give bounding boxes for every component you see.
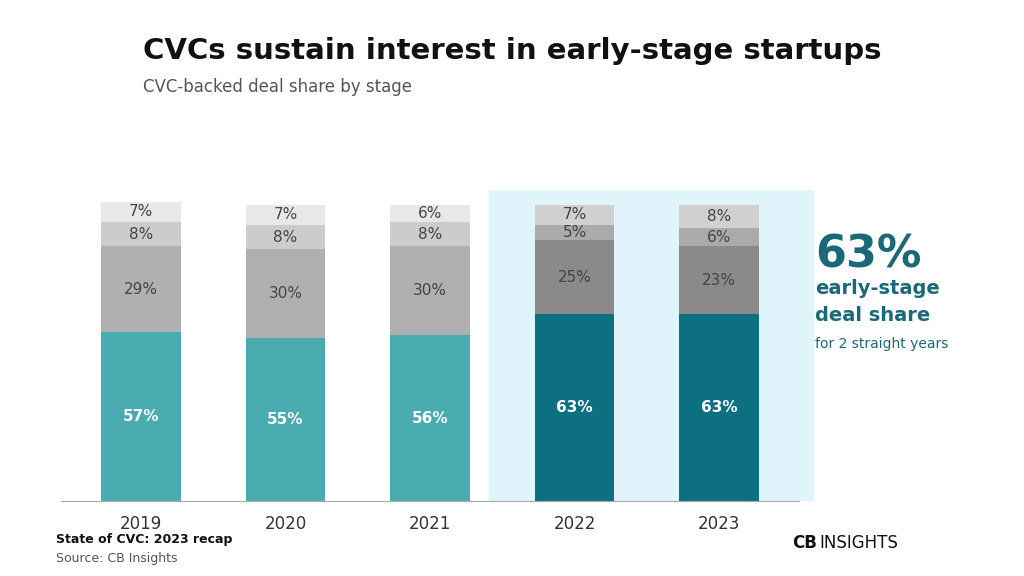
Text: 8%: 8% — [273, 230, 298, 245]
Bar — [680, 228, 759, 246]
Text: 6%: 6% — [418, 206, 442, 221]
Bar — [488, 190, 814, 501]
Bar — [246, 249, 326, 338]
Text: 8%: 8% — [708, 209, 731, 224]
Bar — [101, 332, 180, 501]
Text: 56%: 56% — [412, 411, 449, 426]
Bar — [761, 547, 770, 557]
Text: 8%: 8% — [129, 227, 153, 242]
Bar — [535, 204, 614, 225]
Bar — [65, 59, 88, 81]
Text: CVC-backed deal share by stage: CVC-backed deal share by stage — [143, 78, 413, 96]
Text: 63%: 63% — [815, 233, 922, 276]
Text: deal share: deal share — [815, 306, 931, 325]
Text: 30%: 30% — [268, 286, 302, 301]
Bar — [390, 335, 470, 501]
Bar — [101, 222, 180, 246]
Bar — [246, 225, 326, 249]
Text: 57%: 57% — [123, 409, 159, 424]
Text: early-stage: early-stage — [815, 279, 940, 298]
Text: 6%: 6% — [707, 230, 731, 245]
Bar — [774, 533, 783, 543]
Text: for 2 straight years: for 2 straight years — [815, 337, 948, 351]
Bar — [535, 225, 614, 240]
Text: 7%: 7% — [562, 207, 587, 222]
Bar — [535, 240, 614, 314]
Bar — [761, 533, 770, 543]
Text: INSIGHTS: INSIGHTS — [819, 534, 898, 552]
Bar — [246, 204, 326, 225]
Bar — [774, 547, 783, 557]
Bar — [680, 246, 759, 314]
Text: CB: CB — [793, 534, 817, 552]
Bar — [680, 314, 759, 501]
Text: 63%: 63% — [700, 400, 737, 415]
Text: 29%: 29% — [124, 282, 158, 297]
Text: 8%: 8% — [418, 227, 442, 242]
Bar — [535, 314, 614, 501]
Bar — [94, 59, 118, 81]
Text: 23%: 23% — [702, 272, 736, 287]
Text: Source: CB Insights: Source: CB Insights — [56, 552, 178, 565]
Text: 5%: 5% — [562, 225, 587, 240]
Text: 7%: 7% — [273, 207, 298, 222]
Bar — [94, 31, 118, 54]
Text: 7%: 7% — [129, 204, 153, 219]
Bar — [246, 338, 326, 501]
Bar — [390, 204, 470, 222]
Text: 25%: 25% — [558, 270, 592, 285]
Text: 63%: 63% — [556, 400, 593, 415]
Bar — [390, 222, 470, 246]
Text: 30%: 30% — [413, 283, 447, 298]
Bar — [101, 246, 180, 332]
Bar — [390, 246, 470, 335]
Text: State of CVC: 2023 recap: State of CVC: 2023 recap — [56, 533, 232, 546]
Bar — [680, 204, 759, 228]
Bar — [101, 202, 180, 222]
Text: 55%: 55% — [267, 412, 304, 427]
Bar — [65, 31, 88, 54]
Text: CVCs sustain interest in early-stage startups: CVCs sustain interest in early-stage sta… — [143, 37, 882, 66]
